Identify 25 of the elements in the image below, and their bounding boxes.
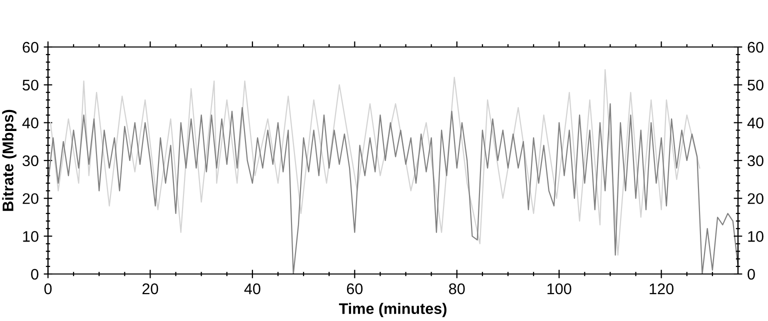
y-axis-title: Bitrate (Mbps) (2, 110, 16, 211)
y-tick-label: 40 (22, 118, 38, 128)
x-tick-label: 80 (449, 283, 465, 294)
y2-tick-label: 50 (748, 80, 764, 91)
x-tick-label: 120 (650, 283, 674, 294)
y2-tick-label: 60 (748, 42, 764, 53)
x-axis-title: Time (minutes) (338, 302, 446, 318)
x-tick-label: 0 (44, 283, 52, 294)
y2-tick-label: 20 (748, 193, 764, 204)
y2-tick-label: 40 (747, 118, 764, 128)
y-tick-label: 10 (23, 231, 38, 242)
y-tick-label: 20 (22, 193, 38, 204)
x-tick-label: 20 (142, 283, 158, 294)
y-tick-label: 0 (31, 268, 38, 280)
y-tick-label: 30 (22, 155, 38, 166)
y2-tick-label: 30 (748, 155, 764, 166)
y2-tick-label: 10 (748, 231, 764, 242)
line-series (48, 103, 738, 274)
y-tick-label: 50 (22, 80, 38, 91)
y-tick-label: 60 (22, 42, 38, 53)
y2-tick-label: 0 (748, 268, 755, 280)
x-tick-label: 40 (244, 283, 260, 294)
x-tick-label: 100 (548, 283, 572, 294)
x-tick-label: 60 (346, 283, 363, 294)
line-series (50, 69, 700, 256)
